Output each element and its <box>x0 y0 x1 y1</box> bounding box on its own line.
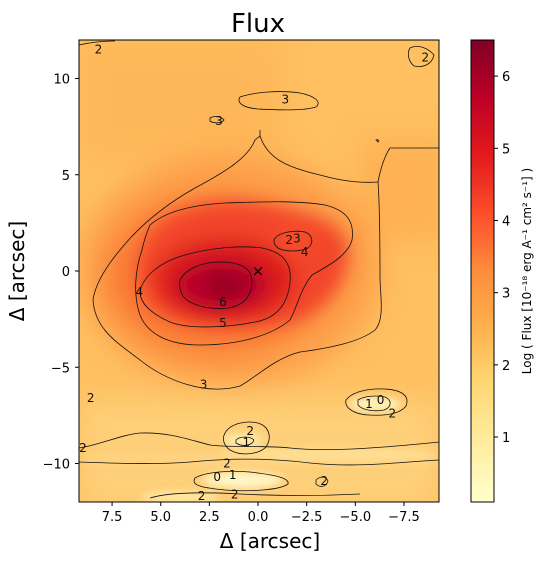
x-tick-label: −7.5 <box>388 510 420 525</box>
x-tick-label: −5.0 <box>340 510 372 525</box>
colorbar-tick-label: 5 <box>502 142 510 157</box>
contour-level-label: 4 <box>136 285 144 299</box>
y-axis-label: Δ [arcsec] <box>5 221 29 321</box>
colorbar-tick-label: 2 <box>502 359 510 374</box>
y-tick-label: 10 <box>53 73 70 88</box>
x-tick-label: 0.0 <box>248 510 269 525</box>
contour-level-label: 2 <box>388 406 396 420</box>
heatmap-image <box>79 40 439 502</box>
contour-level-label: 2 <box>223 457 231 471</box>
y-tick-label: −10 <box>43 458 70 473</box>
contour-level-label: 2 <box>422 50 430 64</box>
contour-level-label: 1 <box>229 468 237 482</box>
contour-level-label: 3 <box>215 114 223 128</box>
colorbar-tick-label: 6 <box>502 70 510 85</box>
contour-level-label: 4 <box>301 245 309 259</box>
colorbar-tick-label: 4 <box>502 214 510 229</box>
contour-level-label: 3 <box>281 93 289 107</box>
y-tick-label: 5 <box>62 169 70 184</box>
contour-level-label: 2 <box>198 489 206 503</box>
contour-level-label: 0 <box>213 470 221 484</box>
contour-level-label: 1 <box>243 435 251 449</box>
x-axis-label: Δ [arcsec] <box>220 529 320 553</box>
colorbar <box>470 39 495 503</box>
contour-level-label: 1 <box>365 397 373 411</box>
contour-level-label: 3 <box>200 378 208 392</box>
colorbar-label: Log ( Flux [10⁻¹⁸ erg A⁻¹ cm² s⁻¹] ) <box>520 168 534 374</box>
contour-level-label: 2 <box>231 487 239 501</box>
contour-level-label: 3 <box>293 231 301 245</box>
center-marker: × <box>252 262 265 280</box>
x-tick-label: 7.5 <box>102 510 123 525</box>
x-tick-label: −2.5 <box>291 510 323 525</box>
contour-level-label: 2 <box>95 43 103 57</box>
y-tick-label: 0 <box>62 265 70 280</box>
contour-level-label: 2 <box>87 391 95 405</box>
contour-level-label: 0 <box>377 393 385 407</box>
contour-level-label: 2 <box>246 424 254 438</box>
x-tick-label: 5.0 <box>150 510 171 525</box>
colorbar-tick-label: 1 <box>502 431 510 446</box>
colorbar-tick-label: 3 <box>502 287 510 302</box>
chart-title: Flux <box>231 9 285 39</box>
contour-level-label: 5 <box>219 316 227 330</box>
contour-level-label: 2 <box>285 233 293 247</box>
contour-level-label: 6 <box>219 295 227 309</box>
contour-level-label: 2 <box>320 474 328 488</box>
x-tick-label: 2.5 <box>199 510 220 525</box>
contour-level-label: 2 <box>79 441 87 455</box>
y-tick-label: −5 <box>51 361 70 376</box>
contour-lines <box>79 40 439 499</box>
